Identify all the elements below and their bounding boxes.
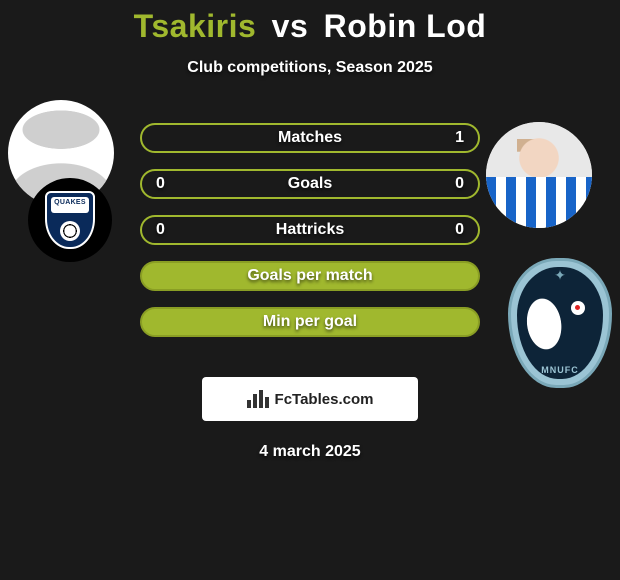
player2-photo [486, 122, 592, 228]
player2-jersey [486, 177, 592, 228]
bar-chart-icon [247, 390, 269, 408]
stat-row-matches: Matches 1 [140, 123, 480, 153]
stat-left-value: 0 [156, 175, 176, 193]
stat-left-value: 0 [156, 221, 176, 239]
quakes-shield-icon [45, 191, 95, 249]
stat-label: Hattricks [276, 221, 344, 239]
stat-row-min-per-goal: Min per goal [140, 307, 480, 337]
player2-name: Robin Lod [324, 8, 487, 44]
stat-right-value: 0 [444, 175, 464, 193]
stat-row-goals-per-match: Goals per match [140, 261, 480, 291]
branding-text: FcTables.com [275, 391, 374, 408]
player2-avatar [486, 122, 592, 228]
stat-right-value: 1 [444, 129, 464, 147]
branding-badge: FcTables.com [202, 377, 418, 421]
comparison-card: Tsakiris vs Robin Lod Club competitions,… [0, 0, 620, 580]
loon-wing-icon [518, 282, 597, 361]
team2-label: MNUFC [511, 365, 609, 375]
star-icon: ✦ [554, 267, 566, 284]
page-title: Tsakiris vs Robin Lod [0, 0, 620, 45]
date-text: 4 march 2025 [0, 443, 620, 461]
mnufc-crest-icon: ✦ MNUFC [508, 258, 612, 388]
loon-eye-icon [571, 301, 585, 315]
stat-right-value: 0 [444, 221, 464, 239]
stat-row-hattricks: 0 Hattricks 0 [140, 215, 480, 245]
soccer-ball-icon [60, 221, 80, 241]
team2-logo: ✦ MNUFC [508, 258, 612, 388]
stat-label: Goals per match [247, 267, 372, 285]
stat-label: Goals [288, 175, 332, 193]
stat-label: Matches [278, 129, 342, 147]
team1-logo [28, 178, 112, 262]
stat-row-goals: 0 Goals 0 [140, 169, 480, 199]
stat-label: Min per goal [263, 313, 357, 331]
vs-text: vs [272, 8, 309, 44]
player1-name: Tsakiris [134, 8, 257, 44]
subtitle: Club competitions, Season 2025 [0, 59, 620, 77]
